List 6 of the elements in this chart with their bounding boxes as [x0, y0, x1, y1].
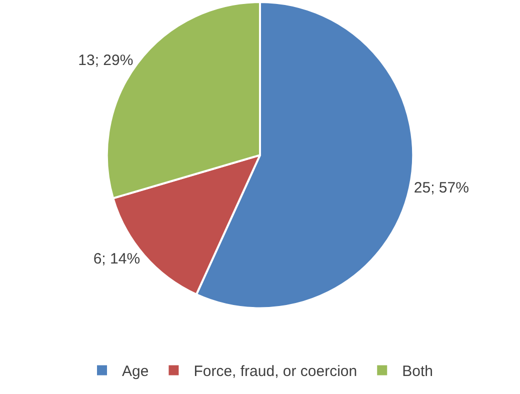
data-label: 25; 57%: [414, 180, 469, 197]
data-label: 6; 14%: [93, 250, 140, 268]
legend-label: Age: [122, 363, 149, 380]
data-label: 13; 29%: [78, 52, 134, 69]
legend-label: Force, fraud, or coercion: [194, 363, 358, 380]
legend-label: Both: [402, 363, 433, 380]
